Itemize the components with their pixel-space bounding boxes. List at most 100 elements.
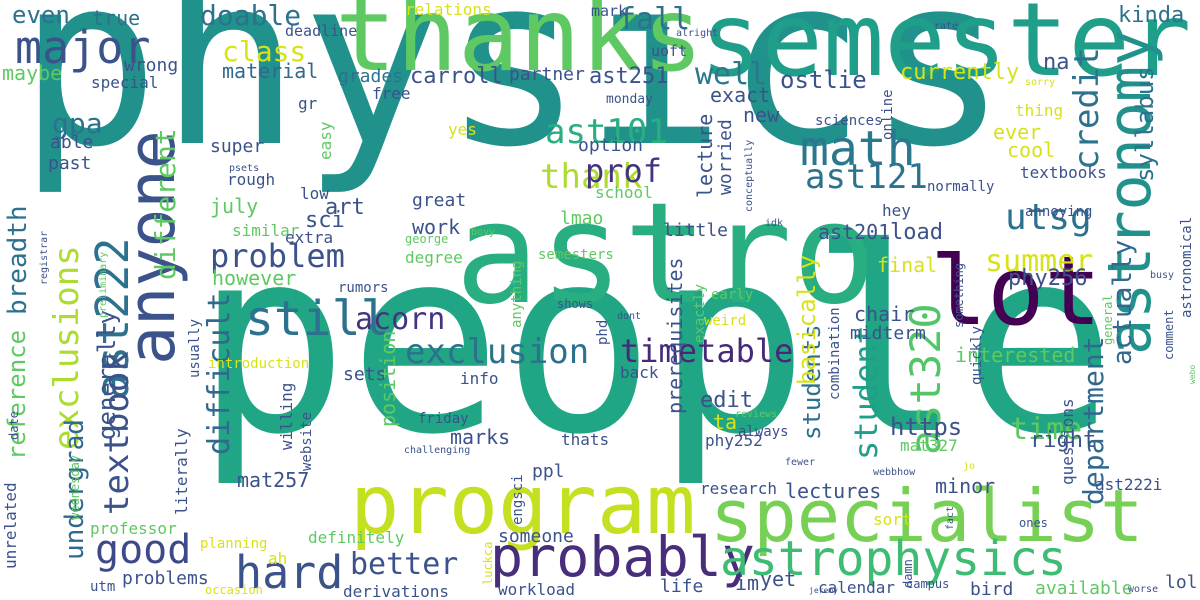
cloud-word: physics [18,0,1009,199]
cloud-word: program [350,458,696,553]
cloud-word: semesters [538,247,614,263]
cloud-word: degree [405,248,463,267]
cloud-word: free [372,84,411,103]
cloud-word: ppl [532,461,565,482]
cloud-word: normally [927,179,995,195]
cloud-word: ah [268,549,288,568]
cloud-word: similar [232,221,300,240]
cloud-word: student [847,325,885,460]
cloud-word: low [300,184,329,203]
cloud-word: uoft [651,42,688,60]
cloud-word: semester [700,0,1192,100]
cloud-word: past [48,153,92,174]
cloud-word: people [195,194,1117,491]
cloud-word: even [12,1,70,29]
cloud-word: difficult [202,292,237,455]
cloud-word: true [92,6,141,30]
cloud-word: busy [1150,270,1175,281]
cloud-word: textbooks [1020,163,1107,182]
cloud-word: usually [187,318,203,378]
cloud-word: annoying [1025,204,1093,220]
cloud-word: maybe [2,61,63,85]
cloud-word: weird [704,313,747,329]
cloud-word: problem [210,237,345,275]
cloud-word: ast121 [805,157,928,197]
cloud-word: willing [277,382,296,450]
cloud-word: luckca [481,541,495,585]
cloud-word: lecture [693,113,717,198]
cloud-word: fewer [785,457,816,468]
cloud-word: timetable [620,332,794,370]
cloud-word: fall [618,2,691,37]
cloud-word: summer [985,244,1094,279]
cloud-word: marks [450,425,511,449]
cloud-word: well [695,57,768,92]
cloud-word: class [222,35,307,68]
cloud-word: currently [900,60,1020,85]
cloud-word: sets [343,364,387,385]
cloud-word: prof [585,152,663,190]
cloud-word: hey [882,201,911,220]
cloud-word: something [952,262,966,328]
cloud-word: challenging [404,445,471,456]
cloud-word: different [149,128,182,280]
cloud-word: monday [606,92,653,107]
cloud-word: registrar [39,230,50,285]
cloud-word: math [800,121,916,177]
cloud-word: cool [1007,138,1056,162]
cloud-word: campus [906,577,950,591]
cloud-word: bird [970,579,1014,600]
cloud-word: extra [285,228,334,247]
cloud-word: calendar [818,578,896,597]
cloud-word: art [325,195,365,220]
cloud-word: minor [935,474,996,498]
cloud-word: psets [229,163,260,174]
cloud-word: alright [676,28,719,39]
cloud-word: able [50,132,94,153]
cloud-word: astrophysics [720,531,1067,587]
cloud-word: sci [305,208,345,233]
cloud-word: utm [90,579,116,595]
cloud-word: credit [1067,47,1107,170]
cloud-word: prerequisites [663,257,687,414]
cloud-word: exact [710,83,771,107]
cloud-word: specialist [710,474,1144,558]
cloud-word: ever [993,120,1042,144]
cloud-word: online [880,89,896,140]
cloud-word: syllabus [1131,66,1159,182]
cloud-word: workload [498,580,576,599]
cloud-word: grades [338,66,404,87]
cloud-word: preliminary [98,251,109,318]
cloud-word: lol [1165,572,1198,593]
cloud-word: definitely [308,528,405,547]
cloud-word: utsg [1005,197,1092,238]
cloud-word: breadth [3,205,33,315]
cloud-word: rumors [338,280,389,296]
cloud-word: thats [561,430,610,449]
cloud-word: edit [700,388,753,413]
cloud-word: little [663,220,729,241]
cloud-word: problems [122,568,209,589]
cloud-word: option [578,135,644,156]
cloud-word: astro [455,173,877,336]
cloud-word: ones [1019,516,1048,530]
cloud-word: shows [557,297,594,311]
cloud-word: anything [509,260,525,328]
cloud-word: early [711,287,754,303]
cloud-word: good [95,527,192,573]
cloud-word: material [222,59,319,83]
cloud-word: sorry [1025,77,1056,88]
cloud-word: mat257 [237,468,310,492]
cloud-word: im [735,571,760,595]
cloud-word: acorn [355,302,446,337]
cloud-word: hard [235,546,344,599]
cloud-word: webo [1188,364,1197,384]
cloud-word: always [738,424,789,440]
cloud-word: exclusion [405,332,590,372]
cloud-word: phd [595,319,611,345]
cloud-word: thank [540,157,643,197]
cloud-word: thing [1015,101,1064,120]
cloud-word: school [595,183,653,202]
cloud-word: comment [1162,309,1176,360]
